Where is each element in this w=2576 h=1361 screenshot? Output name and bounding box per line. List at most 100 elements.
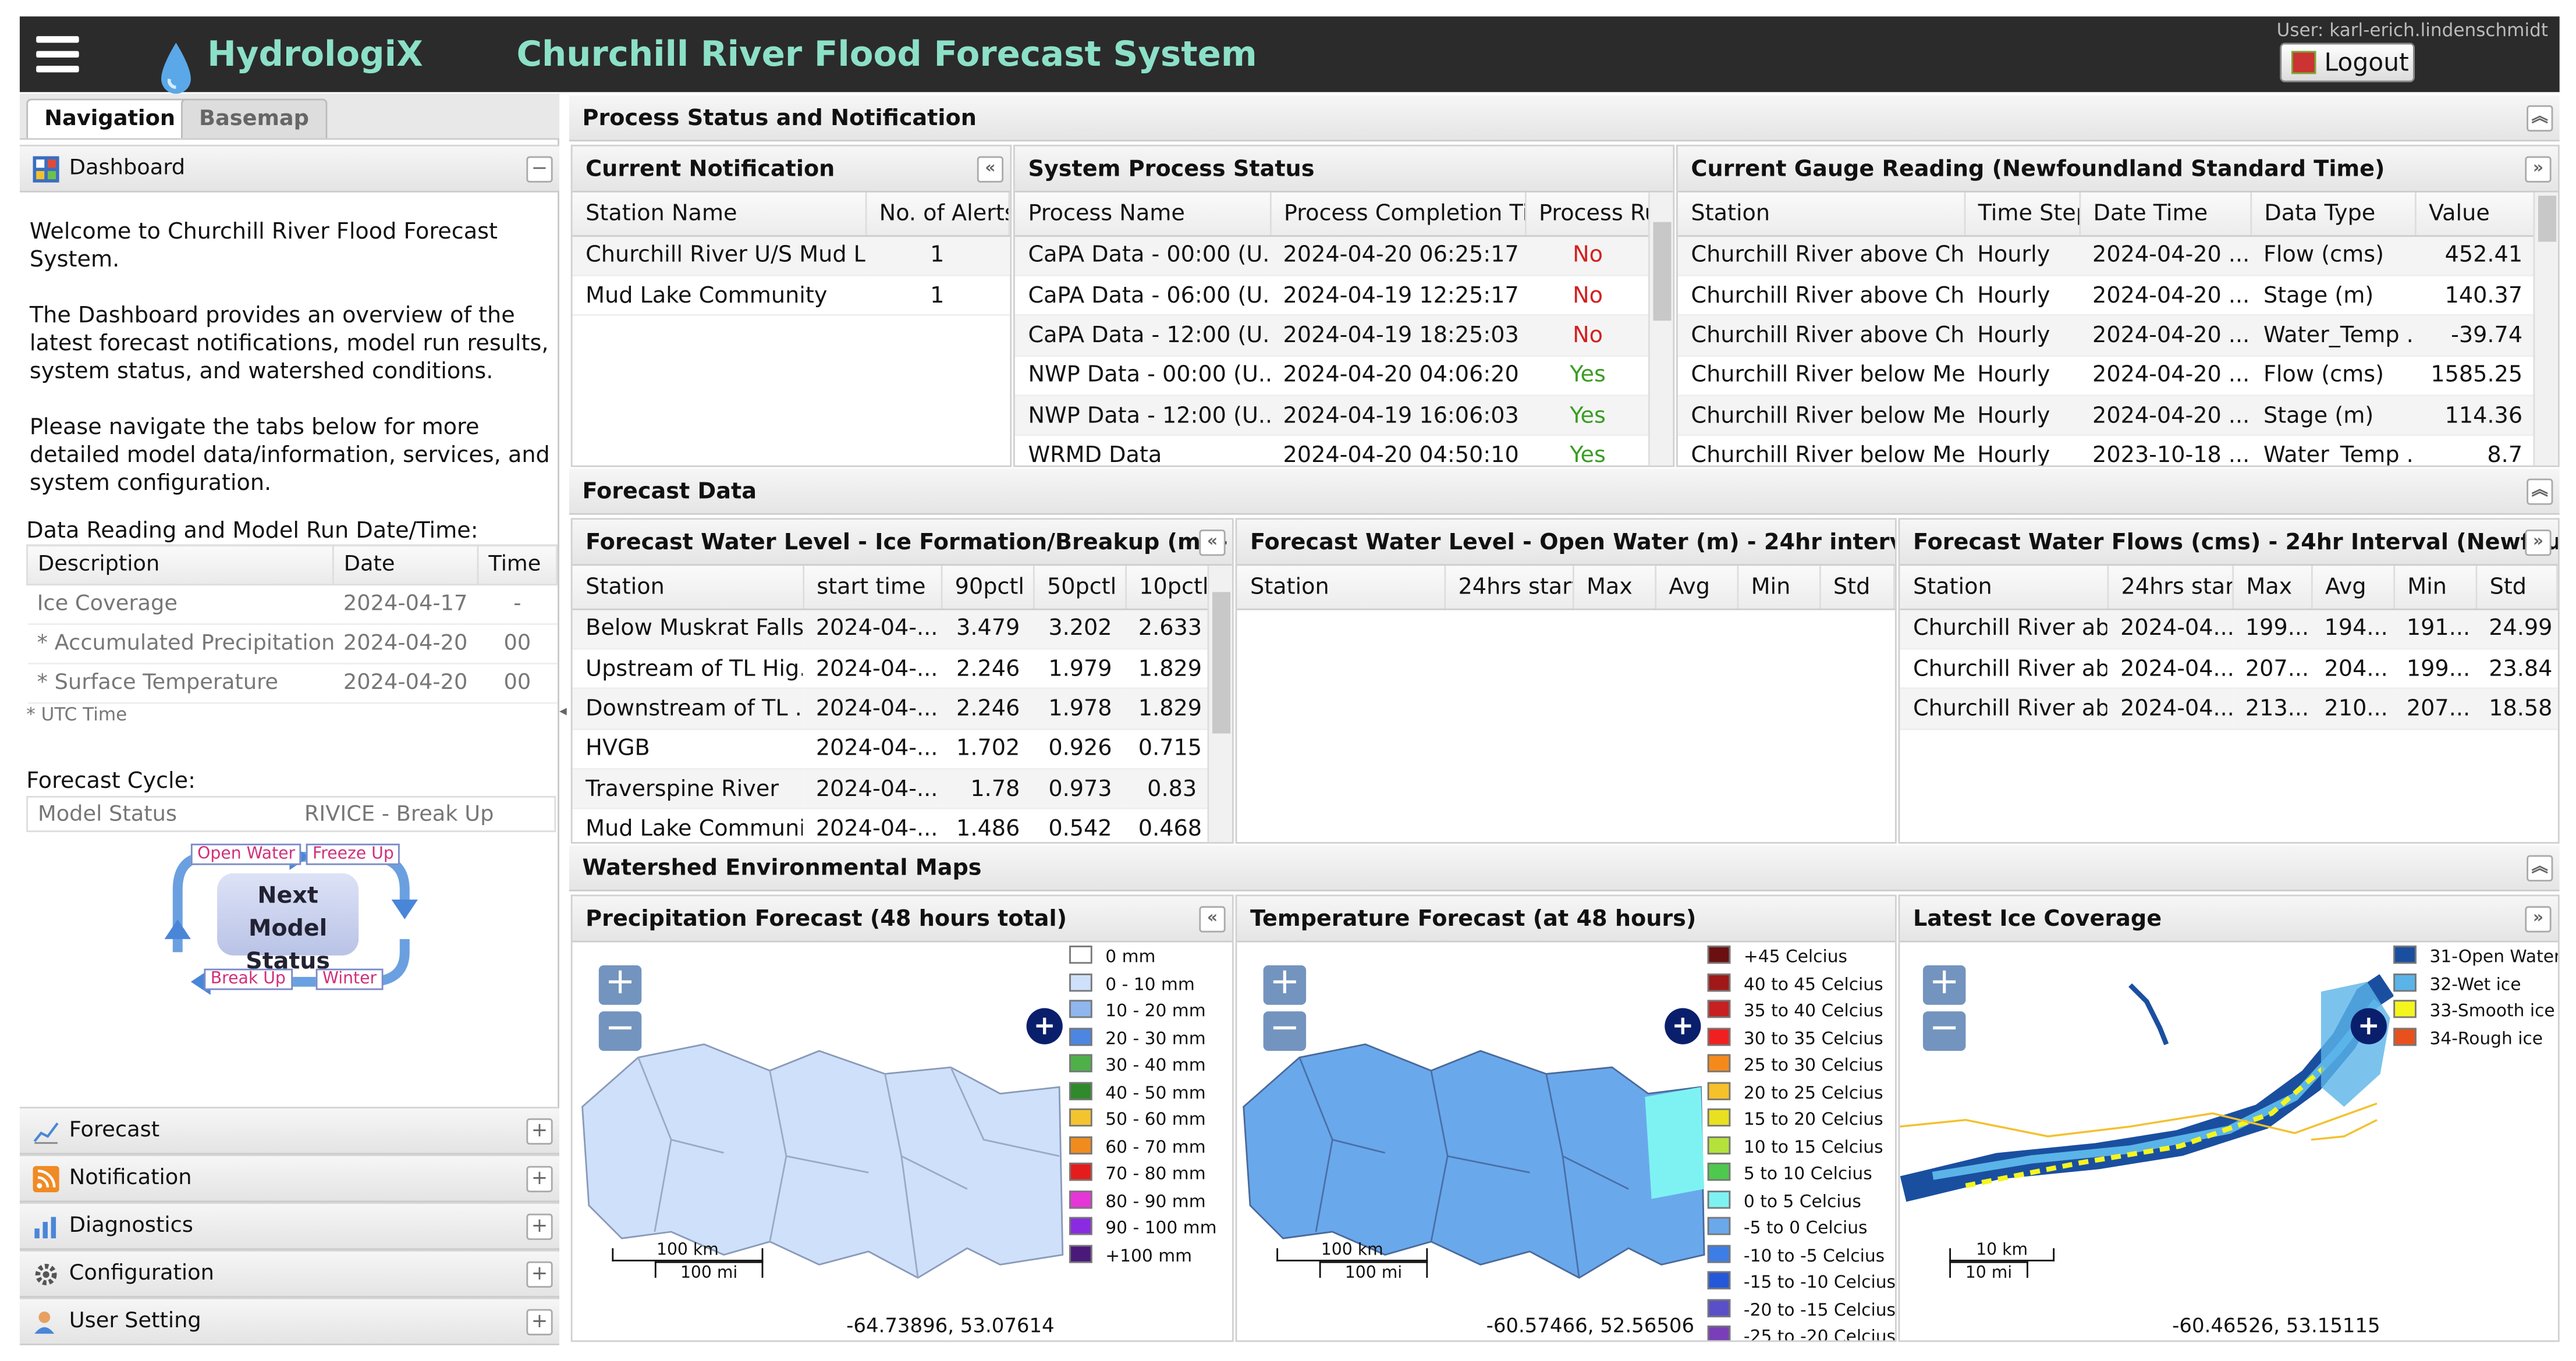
scrollbar-thumb[interactable] xyxy=(1653,222,1672,321)
section-diagnostics[interactable]: Diagnostics + xyxy=(19,1202,559,1250)
col-max[interactable]: Max xyxy=(1572,566,1656,610)
scrollbar-thumb[interactable] xyxy=(1212,592,1231,734)
table-row[interactable]: CaPA Data - 06:00 (U... 2024-04-19 12:25:… xyxy=(1014,275,1651,317)
col-24hrs-start[interactable]: 24hrs start xyxy=(1444,566,1574,610)
expand-icon[interactable]: + xyxy=(526,1118,553,1145)
table-row[interactable]: Churchill River U/S Mud Lake1 xyxy=(572,235,1009,276)
collapse-icon[interactable]: − xyxy=(526,156,553,183)
precip-map[interactable]: + − + 0 mm 0 - 10 mm 10 - 20 mm 20 - 30 … xyxy=(572,942,1232,1341)
col-station[interactable]: Station xyxy=(1900,566,2108,610)
vertical-scrollbar[interactable] xyxy=(1648,192,1673,465)
table-row[interactable]: WRMD Data 2024-04-20 04:50:10 Yes xyxy=(1014,435,1651,465)
col-date[interactable]: Date xyxy=(332,544,479,586)
collapse-up-icon[interactable]: ︽ xyxy=(2527,105,2553,132)
collapse-left-icon[interactable]: « xyxy=(977,156,1004,183)
process-section-header[interactable]: Process Status and Notification ︽ xyxy=(569,95,2560,142)
collapse-up-icon[interactable]: ︽ xyxy=(2527,855,2553,882)
table-row[interactable]: Ice Coverage 2024-04-17- xyxy=(27,584,557,625)
zoom-in-button[interactable]: + xyxy=(1922,965,1966,1005)
col-data-type[interactable]: Data Type xyxy=(2250,192,2416,236)
table-row[interactable]: HVGB 2024-04-... 1.702 0.926 0.715 xyxy=(572,729,1210,770)
menu-icon[interactable] xyxy=(36,36,79,73)
table-row[interactable]: Churchill River ab...2024-04...207...204… xyxy=(1900,648,2557,690)
col-station[interactable]: Station xyxy=(572,566,804,610)
col-value[interactable]: Value xyxy=(2415,192,2537,236)
tab-navigation[interactable]: Navigation xyxy=(26,98,194,138)
layer-switcher-button[interactable]: + xyxy=(1665,1008,1701,1044)
col-station-name[interactable]: Station Name xyxy=(572,192,867,236)
zoom-out-button[interactable]: − xyxy=(1922,1011,1966,1051)
table-row[interactable]: CaPA Data - 00:00 (U... 2024-04-20 06:25:… xyxy=(1014,235,1651,276)
expand-icon[interactable]: + xyxy=(526,1309,553,1335)
layer-switcher-button[interactable]: + xyxy=(2350,1008,2387,1044)
col-time[interactable]: Time xyxy=(477,544,558,586)
col-10pctl[interactable]: 10pctl xyxy=(1125,566,1211,610)
section-notification[interactable]: Notification + xyxy=(19,1154,559,1203)
col-min[interactable]: Min xyxy=(1737,566,1821,610)
table-row[interactable]: * Surface Temperature 2024-04-20 00 xyxy=(27,663,557,704)
col-std[interactable]: Std xyxy=(2475,566,2558,610)
col-station[interactable]: Station xyxy=(1237,566,1445,610)
col-time-step[interactable]: Time Step xyxy=(1964,192,2080,236)
logout-button[interactable]: Logout xyxy=(2280,42,2415,83)
col-90pctl[interactable]: 90pctl xyxy=(941,566,1034,610)
table-row[interactable]: Churchill River above Chu...Hourly2024-0… xyxy=(1677,235,2536,276)
zoom-in-button[interactable]: + xyxy=(1263,965,1307,1005)
col-24hrs-start[interactable]: 24hrs start xyxy=(2107,566,2233,610)
table-row[interactable]: Upstream of TL Hig... 2024-04-... 2.246 1.9… xyxy=(572,648,1210,690)
col-min[interactable]: Min xyxy=(2393,566,2476,610)
table-row[interactable]: Churchill River below Metc...Hourly2024-… xyxy=(1677,395,2536,437)
zoom-in-button[interactable]: + xyxy=(598,965,642,1005)
col-process-name[interactable]: Process Name xyxy=(1014,192,1271,236)
col-process-run[interactable]: Process Run xyxy=(1524,192,1652,236)
collapse-right-icon[interactable]: » xyxy=(2525,906,2552,933)
table-row[interactable]: Below Muskrat Falls 2024-04-... 3.479 3.202… xyxy=(572,608,1210,650)
collapse-right-icon[interactable]: » xyxy=(2525,530,2552,556)
collapse-left-icon[interactable]: « xyxy=(1199,530,1226,556)
table-row[interactable]: Mud Lake Communi... 2024-04-... 1.486 0.542… xyxy=(572,809,1210,843)
table-row[interactable]: Mud Lake Community 1 xyxy=(572,275,1009,317)
table-row[interactable]: NWP Data - 12:00 (U... 2024-04-19 16:06:0… xyxy=(1014,395,1651,437)
forecast-section-header[interactable]: Forecast Data ︽ xyxy=(569,468,2560,515)
col-alerts[interactable]: No. of Alerts xyxy=(865,192,1010,236)
table-row[interactable]: Traverspine River 2024-04-... 1.78 0.973 0.8… xyxy=(572,769,1210,810)
col-avg[interactable]: Avg xyxy=(1655,566,1738,610)
table-row[interactable]: NWP Data - 00:00 (U... 2024-04-20 04:06:2… xyxy=(1014,355,1651,397)
table-row[interactable]: Churchill River ab...2024-04...213...210… xyxy=(1900,688,2557,730)
table-row[interactable]: * Accumulated Precipitation 2024-04-20 00 xyxy=(27,624,557,664)
section-user-setting[interactable]: User Setting + xyxy=(19,1297,559,1345)
collapse-up-icon[interactable]: ︽ xyxy=(2527,478,2553,505)
col-avg[interactable]: Avg xyxy=(2311,566,2394,610)
section-forecast[interactable]: Forecast + xyxy=(19,1107,559,1155)
section-configuration[interactable]: Configuration + xyxy=(19,1249,559,1298)
vertical-scrollbar[interactable] xyxy=(2533,192,2558,465)
expand-icon[interactable]: + xyxy=(526,1213,553,1241)
col-start-time[interactable]: start time xyxy=(803,566,942,610)
table-row[interactable]: CaPA Data - 12:00 (U... 2024-04-19 18:25:… xyxy=(1014,315,1651,357)
maps-section-header[interactable]: Watershed Environmental Maps ︽ xyxy=(569,845,2560,891)
collapse-left-icon[interactable]: « xyxy=(1199,906,1226,933)
col-description[interactable]: Description xyxy=(26,544,334,586)
expand-icon[interactable]: + xyxy=(526,1261,553,1288)
expand-icon[interactable]: + xyxy=(526,1165,553,1193)
zoom-out-button[interactable]: − xyxy=(1263,1011,1307,1051)
temperature-map[interactable]: + − + +45 Celcius 40 to 45 Celcius 35 to… xyxy=(1237,942,1895,1341)
col-std[interactable]: Std xyxy=(1819,566,1895,610)
tab-basemap[interactable]: Basemap xyxy=(180,98,328,138)
layer-switcher-button[interactable]: + xyxy=(1026,1008,1063,1044)
table-row[interactable]: Churchill River above Chu...Hourly2024-0… xyxy=(1677,315,2536,357)
col-completion-time[interactable]: Process Completion Time xyxy=(1269,192,1526,236)
scrollbar-thumb[interactable] xyxy=(2538,196,2557,242)
zoom-out-button[interactable]: − xyxy=(598,1011,642,1051)
dashboard-header[interactable]: Dashboard − xyxy=(19,144,559,193)
col-station[interactable]: Station xyxy=(1677,192,1965,236)
table-row[interactable]: Churchill River above Chu...Hourly2024-0… xyxy=(1677,275,2536,317)
table-row[interactable]: Downstream of TL ... 2024-04-... 2.246 1.97… xyxy=(572,688,1210,730)
splitter-icon[interactable]: ◂ xyxy=(559,703,567,720)
col-date-time[interactable]: Date Time xyxy=(2079,192,2251,236)
collapse-right-icon[interactable]: » xyxy=(2525,156,2552,183)
col-50pctl[interactable]: 50pctl xyxy=(1032,566,1126,610)
table-row[interactable]: Churchill River below Metc...Hourly2023-… xyxy=(1677,435,2536,465)
next-model-status-box[interactable]: Next Model Status xyxy=(217,873,359,975)
vertical-scrollbar[interactable] xyxy=(1207,566,1232,843)
